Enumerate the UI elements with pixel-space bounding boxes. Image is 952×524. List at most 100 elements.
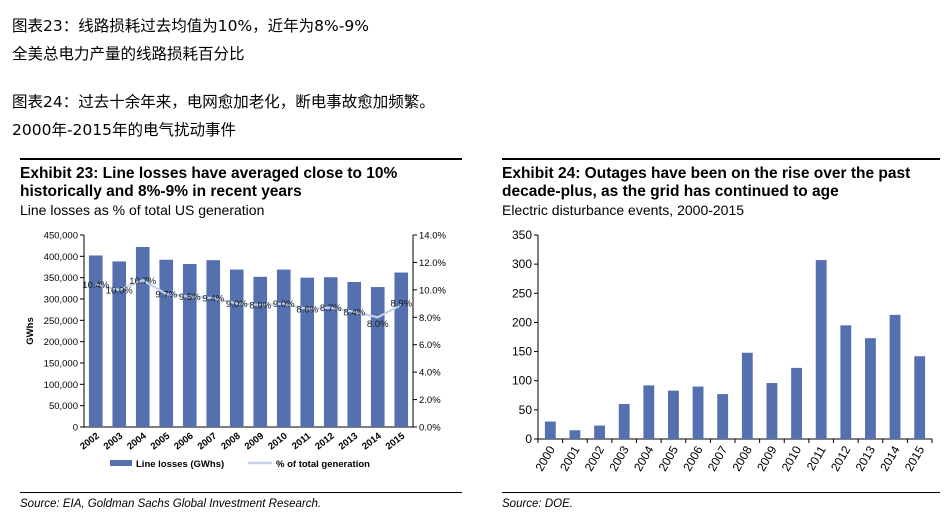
x-tick-label: 2005: [149, 430, 173, 452]
exhibit-23-title-line-1: Exhibit 23: Line losses have averaged cl…: [20, 165, 398, 182]
x-tick-label: 2008: [219, 431, 242, 453]
bar-line-losses: [300, 277, 315, 427]
pct-data-label: 9.0%: [226, 299, 248, 310]
y-tick-label: 400,000: [44, 252, 78, 263]
bar-events: [889, 314, 901, 439]
bar-line-losses: [135, 246, 150, 427]
top-rule: [502, 158, 940, 160]
bar-events: [618, 404, 630, 439]
exhibit-24-title-line-2: decade-plus, as the grid has continued t…: [502, 183, 839, 200]
bar-events: [791, 367, 802, 439]
x-tick-label: 2014: [360, 430, 384, 452]
x-tick-label: 2012: [828, 443, 854, 473]
y-tick-label: 450,000: [44, 231, 78, 242]
x-tick-label: 2010: [779, 443, 805, 473]
x-tick-label: 2010: [266, 431, 289, 453]
bottom-rule: [502, 492, 940, 493]
pct-data-label: 9.7%: [155, 289, 177, 300]
y-tick-label: 50: [519, 403, 533, 417]
bar-line-losses: [323, 277, 338, 427]
y-tick-label: 150: [512, 345, 532, 359]
x-tick-label: 2006: [172, 431, 195, 453]
pct-data-label: 10.0%: [106, 285, 133, 296]
x-tick-label: 2008: [729, 443, 755, 473]
exhibit-23-source: Source: EIA, Goldman Sachs Global Invest…: [20, 498, 322, 510]
bar-events: [766, 383, 778, 439]
bar-events: [914, 356, 926, 439]
x-tick-label: 2004: [631, 443, 657, 473]
pct-data-label: 9.0%: [273, 299, 295, 310]
header-line-1: 图表23：线路损耗过去均值为10%，近年为8%-9%: [12, 17, 369, 35]
x-tick-label: 2003: [606, 443, 632, 473]
bar-line-losses: [206, 260, 221, 427]
bar-line-losses: [394, 272, 409, 427]
y2-tick-label: 4.0%: [419, 368, 441, 379]
x-tick-label: 2012: [313, 431, 336, 453]
y-tick-label: 0: [525, 432, 532, 446]
y-tick-label: 250: [512, 286, 532, 300]
legend-label-line: % of total generation: [276, 459, 370, 470]
y-tick-label: 350: [512, 228, 532, 242]
y-tick-label: 0: [73, 423, 78, 434]
y-tick-label: 100: [512, 374, 532, 388]
bar-events: [692, 386, 704, 439]
bar-events: [741, 352, 753, 439]
legend-swatch-bar: [110, 460, 132, 466]
header-line-4: 2000年-2015年的电气扰动事件: [12, 121, 236, 139]
header-line-3: 图表24：过去十余年来，电网愈加老化，断电事故愈加频繁。: [12, 93, 435, 111]
y-tick-label: 350,000: [44, 273, 78, 284]
series-line-pct: [95, 279, 402, 319]
bar-line-losses: [182, 264, 197, 427]
x-tick-label: 2004: [125, 430, 149, 452]
pct-data-label: 8.6%: [296, 305, 318, 316]
x-tick-label: 2007: [196, 431, 219, 453]
x-tick-label: 2013: [337, 431, 360, 453]
legend-label-bar: Line losses (GWhs): [136, 459, 224, 470]
pct-data-label: 8.9%: [390, 298, 412, 309]
bar-events: [865, 338, 876, 439]
pct-data-label: 8.4%: [343, 307, 365, 318]
x-tick-label: 2006: [680, 443, 706, 473]
x-tick-label: 2014: [877, 443, 903, 473]
bar-events: [594, 425, 605, 439]
exhibit-24-title-line-1: Exhibit 24: Outages have been on the ris…: [502, 165, 911, 182]
y2-tick-label: 14.0%: [419, 231, 446, 242]
x-tick-label: 2002: [582, 443, 608, 473]
y-tick-label: 50,000: [49, 401, 78, 412]
bar-line-losses: [276, 269, 291, 427]
y-tick-label: 250,000: [44, 316, 78, 327]
x-tick-label: 2002: [78, 431, 101, 453]
exhibit-23-chart: 0 50,000 100,000 150,000 200,000 250,000 300,0…: [25, 231, 446, 471]
pct-data-label: 8.9%: [249, 300, 271, 311]
header-line-2: 全美总电力产量的线路损耗百分比: [12, 45, 245, 63]
y2-tick-label: 10.0%: [419, 285, 446, 296]
x-tick-label: 2013: [853, 443, 879, 473]
bar-events: [643, 385, 655, 439]
pct-data-label: 8.0%: [367, 319, 389, 330]
bar-line-losses: [88, 255, 103, 427]
y-tick-label: 200: [512, 315, 532, 329]
y-tick-label: 300: [512, 257, 532, 271]
x-tick-label: 2015: [384, 430, 408, 452]
exhibit-24-subtitle: Electric disturbance events, 2000-2015: [502, 202, 745, 218]
bar-line-losses: [253, 276, 268, 427]
x-tick-label: 2001: [557, 443, 583, 473]
x-tick-label: 2015: [902, 443, 928, 473]
y2-tick-label: 8.0%: [419, 313, 441, 324]
top-rule: [20, 158, 462, 160]
y-tick-label: 200,000: [44, 337, 78, 348]
bar-events: [717, 394, 729, 439]
y2-tick-label: 6.0%: [419, 340, 441, 351]
y-tick-label: 300,000: [44, 295, 78, 306]
y-tick-label: 100,000: [44, 380, 78, 391]
bar-line-losses: [370, 287, 385, 427]
bar-line-losses: [112, 261, 127, 427]
exhibit-23-panel: Exhibit 23: Line losses have averaged cl…: [20, 158, 462, 520]
exhibit-24-panel: Exhibit 24: Outages have been on the ris…: [502, 158, 940, 520]
x-tick-label: 2003: [102, 431, 125, 453]
pct-data-label: 8.7%: [320, 303, 342, 314]
x-tick-label: 2005: [656, 443, 682, 473]
y-tick-label: 150,000: [44, 359, 78, 370]
bar-line-losses: [159, 259, 174, 427]
